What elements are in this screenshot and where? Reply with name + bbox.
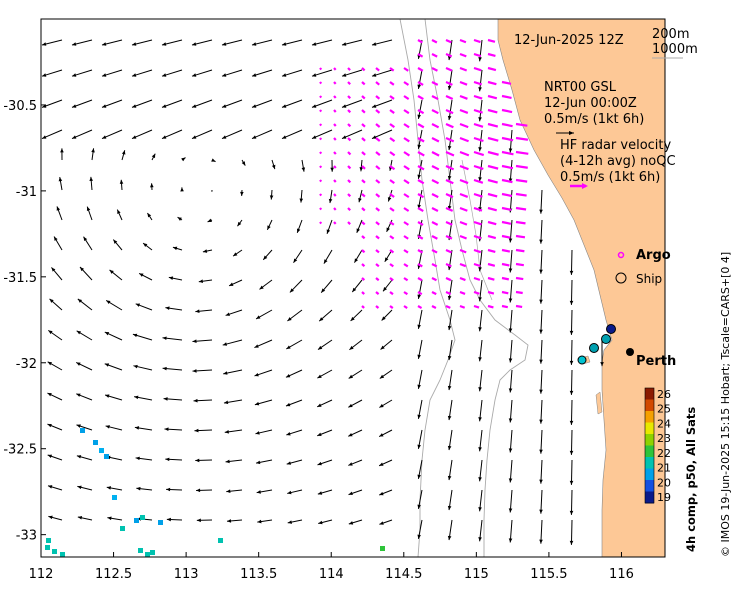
ship-marker-icon: [615, 272, 627, 284]
argo-label: Argo: [636, 248, 671, 263]
isobath-1000m: [399, 19, 456, 557]
land-mass: [497, 19, 665, 557]
colorbar-tick: 22: [657, 447, 671, 460]
x-tick-label: 115.5: [530, 567, 567, 582]
y-tick-label: -31.5: [3, 271, 37, 286]
y-tick-label: -33: [16, 529, 37, 544]
isobath-200m-inner: [461, 159, 493, 301]
y-tick-label: -31: [16, 185, 37, 200]
colorbar-tick: 21: [657, 462, 671, 475]
isobath-200-label: 200m: [652, 27, 689, 42]
x-tick-label: 115: [464, 567, 489, 582]
hf-sub: (4-12h avg) noQC: [560, 154, 676, 169]
hf-scale-arrow: [570, 183, 588, 189]
colorbar-label: 4h comp, p50, All Sats: [684, 407, 698, 552]
colorbar-tick: 23: [657, 432, 671, 445]
plot-frame: [40, 18, 666, 558]
isobath-1000-label: 1000m: [652, 42, 698, 57]
nrt-scale-arrow: [556, 131, 574, 135]
ship-label: Ship: [636, 272, 662, 286]
timestamp-label: 12-Jun-2025 12Z: [514, 33, 624, 48]
argo-marker-icon: [617, 251, 625, 259]
hf-title: HF radar velocity: [560, 138, 672, 153]
x-axis-ticks: 112 112.5 113 113.5 114 114.5 115 115.5 116: [29, 552, 634, 582]
x-tick-label: 116: [609, 567, 634, 582]
colorbar-tick: 25: [657, 403, 671, 416]
y-tick-label: -32: [16, 357, 37, 372]
y-tick-label: -32.5: [3, 443, 37, 458]
hf-scale: 0.5m/s (1kt 6h): [560, 170, 660, 185]
garden-island: [595, 391, 603, 415]
x-tick-label: 114.5: [385, 567, 422, 582]
y-tick-label: -30.5: [3, 99, 37, 114]
colorbar-tick: 24: [657, 417, 671, 430]
sst-pixels: [45, 428, 385, 557]
x-tick-label: 114: [319, 567, 344, 582]
perth-marker-icon: [626, 348, 634, 356]
x-tick-label: 113: [174, 567, 199, 582]
y-axis-ticks: -30.5 -31 -31.5 -32 -32.5 -33: [3, 99, 46, 544]
colorbar-tick: 26: [657, 388, 671, 401]
x-tick-label: 112.5: [95, 567, 132, 582]
hf-radar-arrows: [319, 38, 529, 310]
nrt-date: 12-Jun 00:00Z: [544, 96, 637, 111]
x-tick-label: 113.5: [240, 567, 277, 582]
credit-text: © IMOS 19-Jun-2025 15:15 Hobart; Tscale=…: [719, 252, 732, 557]
nrt-title: NRT00 GSL: [544, 80, 617, 95]
x-tick-label: 112: [29, 567, 54, 582]
ship-markers: [577, 324, 616, 365]
colorbar-tick: 20: [657, 476, 671, 489]
nrt-scale: 0.5m/s (1kt 6h): [544, 112, 644, 127]
perth-label: Perth: [636, 354, 676, 369]
colorbar-tick: 19: [657, 491, 671, 504]
